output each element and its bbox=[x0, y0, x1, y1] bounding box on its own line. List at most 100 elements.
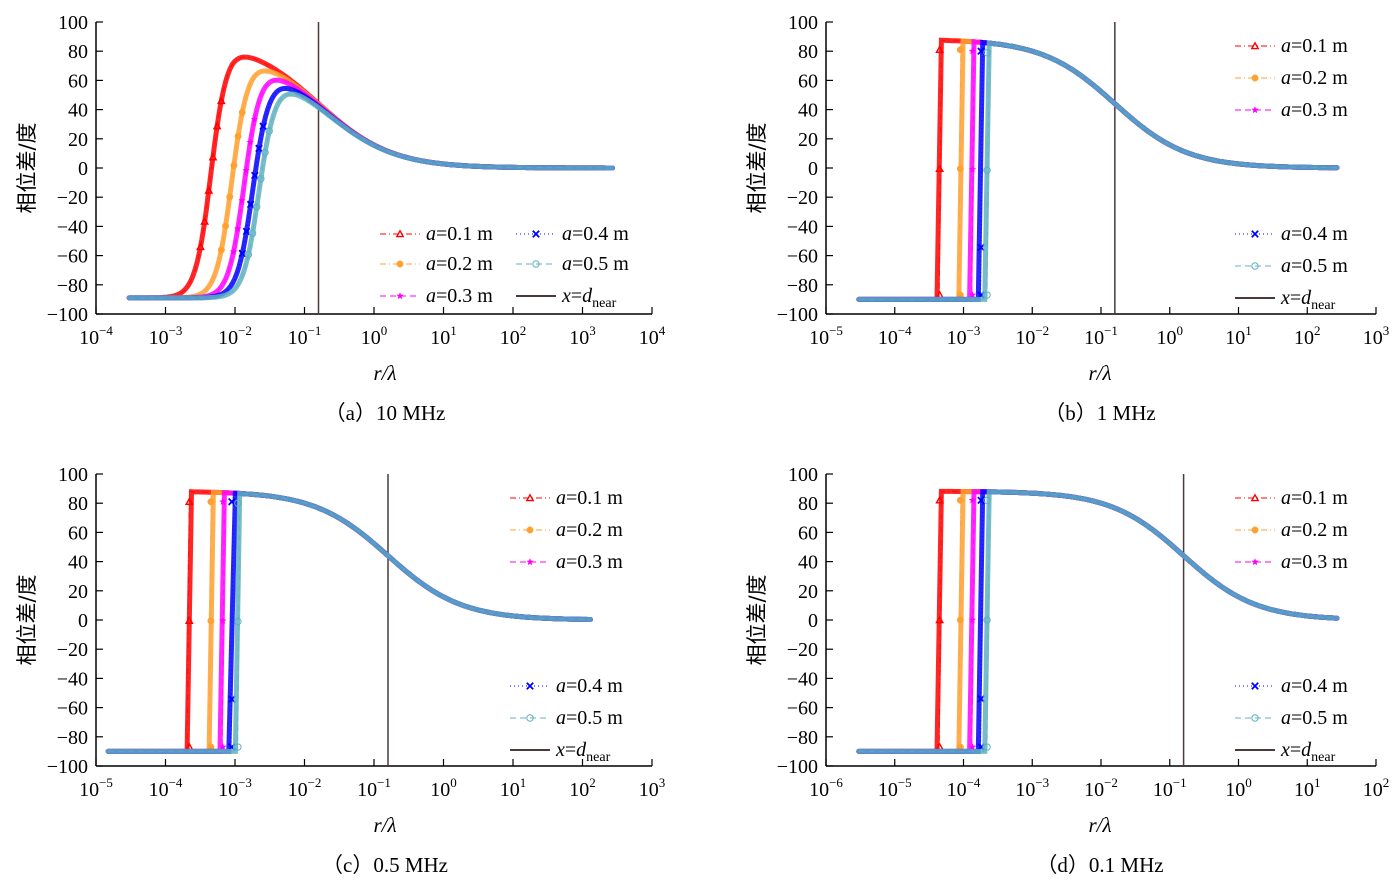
x-tick-label: 10−4 bbox=[878, 323, 912, 349]
legend-label: a=0.1 m bbox=[1281, 487, 1348, 509]
legend-marker-x bbox=[1251, 682, 1259, 690]
x-tick-label: 100 bbox=[1157, 323, 1184, 349]
y-tick-label: −100 bbox=[777, 756, 818, 778]
data-marker bbox=[253, 203, 261, 211]
y-tick-label: −60 bbox=[787, 698, 818, 720]
data-marker bbox=[219, 497, 227, 505]
legend-marker-hexagon bbox=[396, 260, 404, 268]
x-tick-exp: 1 bbox=[520, 775, 527, 790]
x-tick-exp: 1 bbox=[450, 323, 457, 338]
legend-eq: =0.3 m bbox=[1291, 99, 1348, 121]
legend-label: a=0.5 m bbox=[556, 707, 623, 729]
series-line bbox=[858, 40, 1337, 300]
x-tick-exp: 2 bbox=[520, 323, 527, 338]
series-line bbox=[858, 491, 1337, 752]
x-tick-base: 10 bbox=[947, 327, 967, 349]
x-tick-label: 10−2 bbox=[1084, 775, 1118, 801]
series-line bbox=[129, 87, 613, 299]
series-marker-band bbox=[126, 77, 615, 301]
x-tick-exp: 3 bbox=[1383, 323, 1390, 338]
x-tick-base: 10 bbox=[809, 779, 829, 801]
legend-label: a=0.2 m bbox=[1281, 67, 1348, 89]
legend-item: a=0.1 m bbox=[380, 223, 493, 245]
data-marker bbox=[208, 152, 218, 161]
series-marker-band bbox=[126, 85, 615, 301]
legend-marker-star bbox=[526, 558, 534, 566]
x-tick-exp: −5 bbox=[829, 323, 843, 338]
legend-var: a bbox=[1281, 35, 1291, 57]
data-marker bbox=[983, 48, 991, 57]
legend-label: a=0.1 m bbox=[556, 487, 623, 509]
y-tick-label: 40 bbox=[68, 552, 88, 574]
y-tick-label: −80 bbox=[57, 275, 88, 297]
data-marker bbox=[244, 250, 253, 259]
legend-var: a bbox=[426, 285, 436, 307]
legend-var: a bbox=[1281, 487, 1291, 509]
legend-marker-circle bbox=[1251, 262, 1259, 270]
legend-var: a bbox=[1281, 707, 1291, 729]
data-marker bbox=[200, 216, 210, 225]
series-line bbox=[108, 492, 591, 752]
series-line bbox=[858, 39, 1337, 300]
y-tick-label: −20 bbox=[57, 639, 88, 661]
data-marker bbox=[248, 229, 257, 237]
x-tick-exp: −3 bbox=[1035, 775, 1049, 790]
series-line bbox=[129, 93, 613, 299]
legend-var: a bbox=[556, 487, 566, 509]
legend-item: a=0.5 m bbox=[516, 253, 629, 275]
legend-eq: = bbox=[1290, 287, 1301, 309]
data-marker bbox=[259, 122, 268, 131]
y-axis-label: 相位差/度 bbox=[745, 122, 769, 213]
legend-eq: =0.1 m bbox=[566, 487, 623, 509]
data-marker bbox=[935, 495, 945, 504]
x-tick-exp: 0 bbox=[381, 323, 388, 338]
data-marker bbox=[242, 166, 250, 174]
y-tick-label: 20 bbox=[798, 129, 818, 151]
y-tick-label: 0 bbox=[78, 158, 88, 180]
data-marker bbox=[935, 615, 945, 624]
data-marker bbox=[255, 144, 263, 153]
legend-label: a=0.5 m bbox=[1281, 255, 1348, 277]
data-marker bbox=[968, 165, 977, 173]
legend-item: a=0.4 m bbox=[1235, 223, 1348, 245]
x-tick-label: 10−6 bbox=[809, 775, 843, 801]
data-marker bbox=[217, 246, 225, 254]
legend-marker-star bbox=[1251, 106, 1259, 114]
x-tick-base: 10 bbox=[1294, 779, 1314, 801]
y-tick-label: −100 bbox=[47, 756, 88, 778]
legend-var: a bbox=[556, 519, 566, 541]
data-marker bbox=[983, 291, 991, 299]
y-tick-label: 100 bbox=[58, 12, 88, 34]
data-marker bbox=[230, 247, 238, 255]
series-line bbox=[858, 41, 1337, 300]
x-tick-label: 103 bbox=[569, 323, 596, 349]
legend: a=0.1 ma=0.2 ma=0.3 ma=0.4 ma=0.5 mx=dne… bbox=[1235, 487, 1348, 765]
x-tick-base: 10 bbox=[1363, 779, 1383, 801]
legend-var: a bbox=[1281, 99, 1291, 121]
y-tick-label: 20 bbox=[68, 581, 88, 603]
legend-marker-hexagon bbox=[1251, 74, 1259, 82]
x-tick-base: 10 bbox=[430, 327, 450, 349]
y-tick-label: −100 bbox=[777, 304, 818, 326]
legend-var: a bbox=[1281, 255, 1291, 277]
series-marker-band bbox=[856, 39, 1340, 302]
y-tick-label: 0 bbox=[808, 610, 818, 632]
series-marker-band bbox=[105, 489, 593, 754]
series-line bbox=[108, 492, 591, 752]
legend: a=0.1 ma=0.2 ma=0.3 ma=0.4 ma=0.5 mx=dne… bbox=[380, 223, 629, 311]
y-tick-label: 0 bbox=[808, 158, 818, 180]
legend-marker-triangle bbox=[395, 229, 405, 238]
x-tick-label: 10−4 bbox=[79, 323, 113, 349]
legend-label: x=dnear bbox=[1280, 287, 1336, 313]
x-tick-base: 10 bbox=[430, 779, 450, 801]
legend-var: x bbox=[1280, 287, 1290, 309]
legend-marker-hexagon bbox=[526, 526, 534, 534]
legend-var: a bbox=[1281, 223, 1291, 245]
y-tick-label: −20 bbox=[787, 187, 818, 209]
x-tick-exp: −3 bbox=[967, 323, 981, 338]
legend: a=0.1 ma=0.2 ma=0.3 ma=0.4 ma=0.5 mx=dne… bbox=[1235, 35, 1348, 313]
legend-var2: d bbox=[1301, 287, 1312, 309]
legend-sub: near bbox=[1311, 750, 1335, 765]
x-tick-exp: 1 bbox=[1245, 323, 1252, 338]
